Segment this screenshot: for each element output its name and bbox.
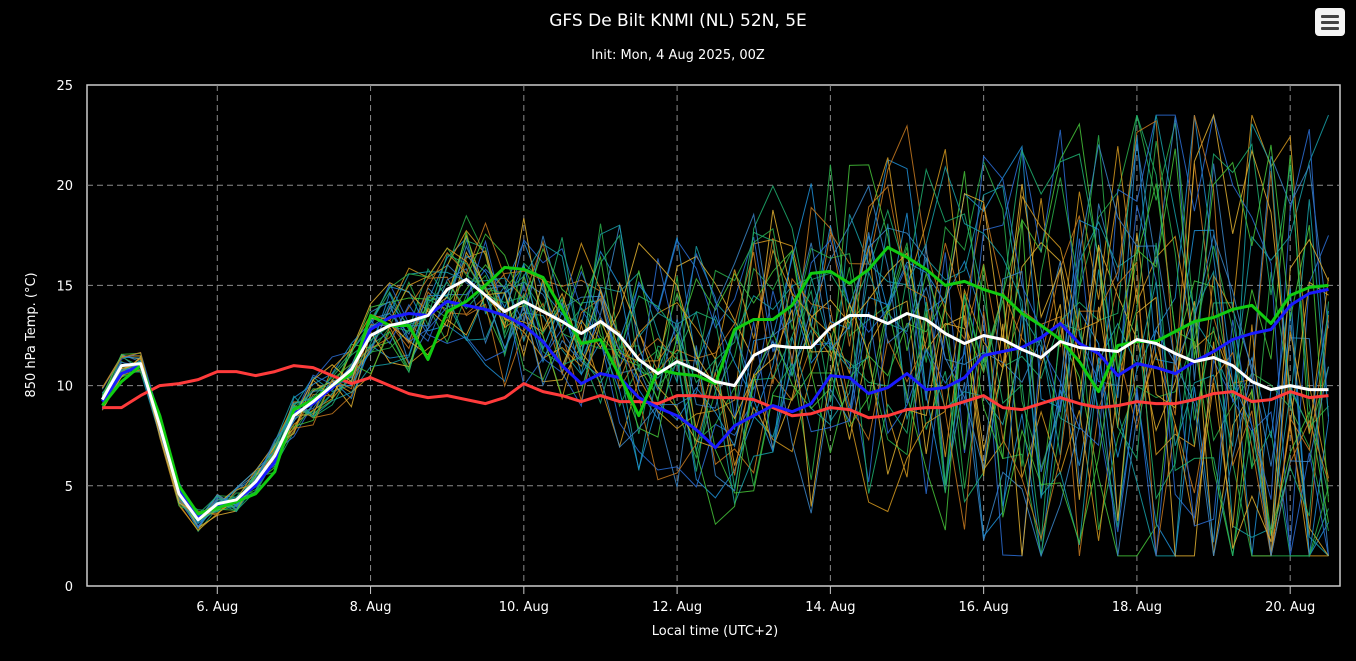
ensemble-member-line <box>101 148 1329 556</box>
series-line-0 <box>100 277 1329 522</box>
x-axis-label: Local time (UTC+2) <box>652 624 778 639</box>
y-tick-label: 5 <box>65 480 73 495</box>
chart-subtitle: Init: Mon, 4 Aug 2025, 00Z <box>591 48 765 63</box>
plot-frame <box>86 84 1341 587</box>
ensemble-member-line <box>101 144 1329 556</box>
y-axis-label: 850 hPa Temp. (°C) <box>24 272 39 397</box>
ensemble-member-line <box>101 135 1329 557</box>
ensemble-member-line <box>101 116 1329 558</box>
y-axis-ticks: 0 5 10 15 20 25 <box>56 79 73 595</box>
ensemble-member-line <box>101 114 1329 557</box>
highlight-series <box>100 245 1329 522</box>
ensemble-member-line <box>101 113 1329 557</box>
ensemble-member-line <box>101 114 1329 557</box>
hamburger-menu-icon[interactable] <box>1315 8 1345 36</box>
ensemble-member-line <box>101 115 1329 558</box>
chart-title: GFS De Bilt KNMI (NL) 52N, 5E <box>549 11 807 31</box>
ensemble-member-line <box>101 129 1329 556</box>
y-tick-label: 0 <box>65 580 73 595</box>
x-tick-label: 10. Aug <box>499 600 549 615</box>
ensemble-member-line <box>101 144 1329 545</box>
ensemble-member-line <box>101 114 1329 557</box>
y-tick-label: 15 <box>56 279 73 294</box>
x-tick-label: 12. Aug <box>652 600 702 615</box>
ensemble-member-line <box>101 134 1329 556</box>
ensemble-member-line <box>101 114 1329 557</box>
ensemble-members <box>101 113 1329 558</box>
series-line-3 <box>102 364 1329 420</box>
ensemble-member-line <box>101 155 1329 557</box>
ensemble-member-line <box>101 114 1329 556</box>
x-tick-label: 8. Aug <box>350 600 392 615</box>
x-tick-label: 20. Aug <box>1265 600 1315 615</box>
x-tick-label: 18. Aug <box>1112 600 1162 615</box>
x-tick-label: 14. Aug <box>805 600 855 615</box>
ensemble-member-line <box>101 183 1329 557</box>
series-line-1 <box>101 245 1329 516</box>
y-tick-label: 25 <box>56 79 73 94</box>
y-tick-label: 10 <box>56 380 73 395</box>
x-axis-ticks: 6. Aug 8. Aug 10. Aug 12. Aug 14. Aug 16. Aug… <box>196 600 1315 615</box>
y-tick-label: 20 <box>56 179 73 194</box>
ensemble-member-line <box>101 123 1329 546</box>
x-tick-label: 16. Aug <box>959 600 1009 615</box>
ensemble-member-line <box>101 115 1329 557</box>
x-tick-label: 6. Aug <box>196 600 238 615</box>
